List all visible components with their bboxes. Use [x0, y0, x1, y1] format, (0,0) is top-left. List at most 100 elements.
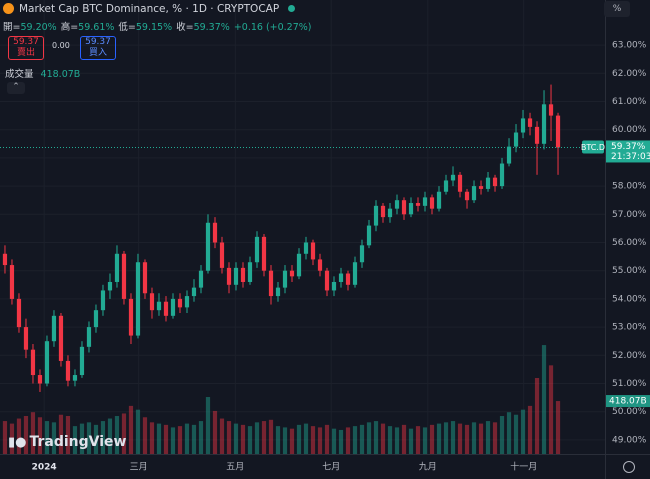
y-tick-label: 61.00%	[612, 97, 647, 107]
sell-button[interactable]: 59.37 賣出	[8, 36, 44, 60]
volume-bar	[156, 423, 162, 454]
volume-bar	[520, 409, 526, 454]
volume-bar	[303, 423, 309, 454]
volume-bar	[163, 424, 169, 454]
candle-body	[422, 197, 428, 206]
ohlc-label: 低=	[118, 22, 136, 33]
candle-body	[128, 298, 134, 336]
candle-body	[373, 205, 379, 226]
last-price-label: 59.37%	[611, 142, 646, 152]
candle-body	[499, 163, 505, 187]
volume-bar	[226, 421, 232, 454]
volume-bar	[534, 378, 540, 454]
logo-icon: ▮●	[8, 435, 27, 450]
candle-body	[527, 118, 533, 127]
coin-icon	[3, 3, 14, 14]
volume-bar	[345, 427, 351, 454]
logo: ▮● TradingView	[8, 434, 127, 450]
volume-bar	[436, 423, 442, 454]
volume-bar	[499, 416, 505, 454]
ohlc-change: +0.16 (+0.27%)	[233, 22, 312, 33]
candle-body	[541, 104, 547, 144]
volume-bar	[289, 428, 295, 454]
candle-body	[338, 273, 344, 282]
spread: 0.00	[52, 41, 70, 50]
candle-body	[275, 287, 281, 297]
candle-body	[121, 253, 127, 299]
candle-body	[415, 203, 421, 206]
volume-bar	[492, 422, 498, 454]
candle-body	[219, 242, 225, 268]
sell-label: 賣出	[16, 48, 35, 58]
candle-body	[135, 262, 141, 336]
volume-bar	[282, 427, 288, 454]
candle-body	[163, 301, 169, 316]
buy-button[interactable]: 59.37 買入	[80, 36, 116, 60]
candle-body	[464, 191, 470, 201]
candle-body	[79, 346, 85, 376]
candle-body	[331, 281, 337, 291]
volume-bar	[72, 426, 78, 454]
volume-bar	[457, 423, 463, 454]
candle-body	[177, 298, 183, 308]
symbol-tag	[582, 140, 604, 154]
logo-text: TradingView	[29, 434, 127, 450]
volume-bar	[86, 422, 92, 454]
x-tick-label: 五月	[226, 462, 244, 473]
y-tick-label: 60.00%	[612, 125, 647, 135]
candle-body	[471, 186, 477, 201]
volume-bar	[114, 416, 120, 454]
y-tick-label: 56.00%	[612, 238, 647, 248]
volume-bar	[170, 427, 176, 454]
candle-body	[93, 310, 99, 328]
volume-bar	[548, 365, 554, 454]
volume-bar	[373, 421, 379, 454]
candle-body	[100, 290, 106, 311]
volume-bar	[443, 422, 449, 454]
volume-bar	[380, 423, 386, 454]
volume-bar	[16, 418, 22, 454]
candle-body	[345, 273, 351, 285]
y-tick-label: 51.00%	[612, 379, 647, 389]
settings-icon[interactable]	[623, 461, 635, 473]
volume-bar	[93, 424, 99, 454]
candle-body	[457, 174, 463, 192]
candle-body	[51, 315, 57, 342]
volume-bar	[2, 421, 8, 454]
ohlc-value: 59.15%	[135, 22, 173, 33]
collapse-button[interactable]: ⌃	[7, 82, 25, 94]
y-tick-label: 53.00%	[612, 323, 647, 333]
candle-body	[534, 126, 540, 144]
candle-body	[289, 270, 295, 277]
volume-bar	[30, 412, 36, 454]
volume-bar	[205, 397, 211, 454]
volume-bar	[240, 424, 246, 454]
volume-bar	[107, 418, 113, 454]
x-tick-label: 2024	[32, 463, 57, 473]
x-tick-label: 三月	[130, 462, 148, 473]
ohlc-label: 開=	[3, 22, 21, 33]
candle-body	[282, 270, 288, 288]
volume-bar	[555, 401, 561, 454]
ohlc-row: 開=59.20% 高=59.61% 低=59.15% 收=59.37% +0.16 (+…	[3, 19, 316, 33]
x-tick-label: 十一月	[510, 461, 537, 473]
candle-body	[149, 293, 155, 311]
candle-body	[142, 262, 148, 294]
y-tick-label: 63.00%	[612, 41, 647, 51]
candle-body	[310, 242, 316, 260]
candle-body	[387, 208, 393, 218]
candle-body	[436, 191, 442, 209]
y-tick-label: 52.00%	[612, 351, 647, 361]
volume-bar	[247, 426, 253, 454]
volume-bar	[149, 422, 155, 454]
volume-bar	[268, 419, 274, 454]
volume-bar	[191, 424, 197, 454]
unit-button[interactable]: %	[604, 1, 630, 17]
candle-body	[296, 253, 302, 277]
volume-bar	[415, 426, 421, 454]
volume-bar	[58, 414, 64, 454]
volume-bar	[513, 414, 519, 454]
candle-body	[156, 301, 162, 311]
volume-axis-label: 418.07B	[609, 397, 647, 407]
candle-body	[212, 222, 218, 243]
